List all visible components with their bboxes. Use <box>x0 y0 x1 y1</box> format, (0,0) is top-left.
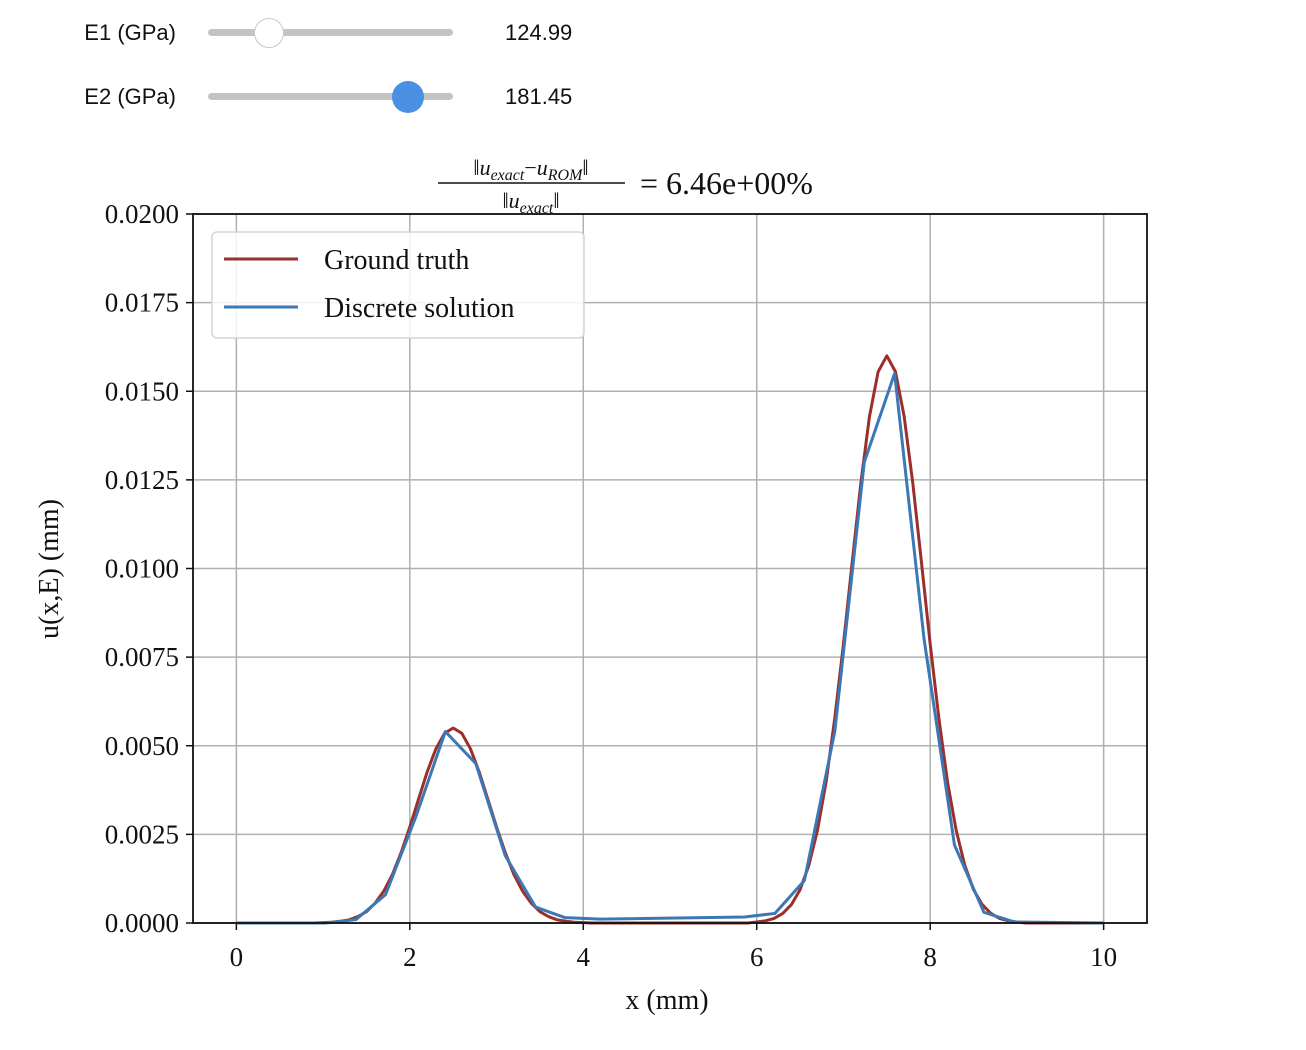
legend-label: Ground truth <box>324 245 469 276</box>
x-tick-label: 8 <box>923 942 937 972</box>
slider-track[interactable] <box>208 93 453 100</box>
x-axis-label: x (mm) <box>625 985 708 1016</box>
title-numerator: ‖uexact−uROM‖ <box>473 155 588 184</box>
title-sub: ROM <box>547 167 584 184</box>
series-line <box>236 372 1104 925</box>
chart-title: = 6.46e+00% <box>640 165 813 201</box>
title-sub: exact <box>520 200 554 217</box>
title-sub: exact <box>491 167 525 184</box>
x-tick-label: 2 <box>403 942 417 972</box>
title-sym: u <box>537 155 548 180</box>
y-axis-label: u(x,E) (mm) <box>34 499 65 639</box>
series-line <box>236 354 1104 925</box>
slider-label: E1 (GPa) <box>84 20 176 45</box>
y-tick-label: 0.0050 <box>105 731 179 761</box>
y-tick-label: 0.0200 <box>105 199 179 229</box>
title-sym: u <box>509 188 520 213</box>
legend-box <box>211 231 585 339</box>
legend-label: Discrete solution <box>324 293 515 324</box>
y-tick-label: 0.0125 <box>105 465 179 495</box>
y-tick-label: 0.0175 <box>105 288 179 318</box>
title-denominator: ‖uexact‖ <box>502 188 559 217</box>
title-sign: = <box>640 165 666 201</box>
x-tick-label: 4 <box>577 942 591 972</box>
y-tick-label: 0.0000 <box>105 908 179 938</box>
y-tick-label: 0.0150 <box>105 376 179 406</box>
title-value: 6.46e+00% <box>666 165 813 201</box>
y-tick-label: 0.0075 <box>105 642 179 672</box>
y-tick-label: 0.0025 <box>105 819 179 849</box>
plot-frame <box>192 213 1148 924</box>
slider-track[interactable] <box>208 29 453 36</box>
x-tick-label: 10 <box>1090 942 1117 972</box>
x-tick-label: 6 <box>750 942 764 972</box>
slider-handle[interactable] <box>254 18 285 48</box>
title-sym: u <box>480 155 491 180</box>
x-tick-label: 0 <box>230 942 244 972</box>
slider-label: E2 (GPa) <box>84 84 176 109</box>
y-tick-label: 0.0100 <box>105 554 179 584</box>
slider-handle[interactable] <box>391 81 424 113</box>
slider-value: 181.45 <box>505 84 573 109</box>
slider-value: 124.99 <box>505 20 573 45</box>
